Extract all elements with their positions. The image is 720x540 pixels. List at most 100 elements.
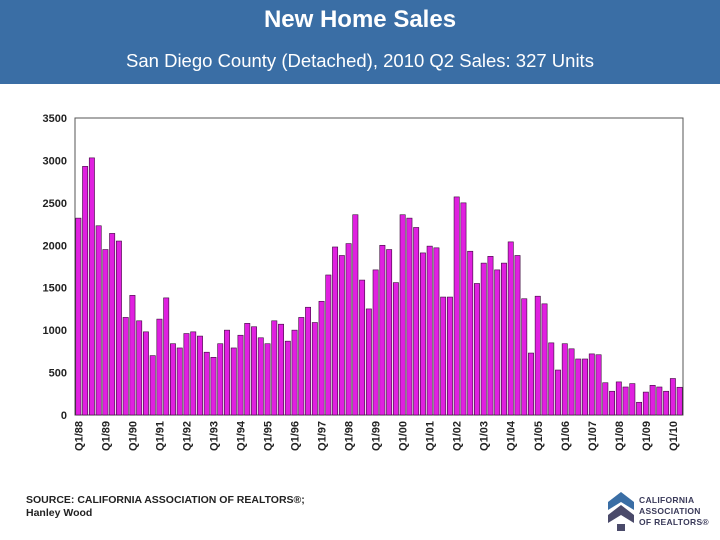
bar	[588, 353, 595, 416]
bar	[609, 390, 615, 416]
bar	[541, 303, 548, 416]
x-tick-label: Q1/03	[479, 421, 491, 451]
bar	[75, 217, 82, 416]
bar	[163, 297, 170, 416]
bar	[149, 355, 156, 416]
x-tick-label: Q1/88	[73, 421, 85, 451]
bar	[413, 227, 420, 416]
bar	[663, 390, 670, 416]
bar	[298, 317, 305, 416]
bar	[399, 214, 406, 416]
bar	[257, 337, 264, 416]
x-tick-label: Q1/05	[533, 421, 545, 451]
bar	[602, 382, 609, 416]
bar	[305, 306, 311, 416]
bar	[622, 386, 629, 416]
x-tick-label: Q1/02	[452, 421, 464, 451]
bar	[95, 225, 102, 416]
bar	[433, 247, 440, 416]
x-tick-label: Q1/01	[425, 421, 437, 451]
bar	[82, 166, 89, 416]
x-tick-label: Q1/93	[208, 421, 220, 451]
x-tick-label: Q1/08	[614, 421, 626, 451]
x-tick-label: Q1/06	[560, 421, 572, 451]
bar	[224, 329, 230, 416]
car-logo-icon	[608, 492, 634, 531]
bar	[575, 358, 582, 416]
bar	[446, 296, 453, 416]
source-line-2: Hanley Wood	[26, 507, 93, 519]
bar	[548, 342, 555, 416]
bar	[170, 343, 176, 416]
bar	[203, 351, 210, 416]
y-tick-label: 3500	[43, 113, 67, 125]
bar	[453, 196, 460, 416]
bar	[284, 340, 291, 416]
bar	[210, 356, 217, 416]
bar	[474, 283, 480, 416]
y-tick-label: 500	[49, 368, 67, 380]
logo-text: CALIFORNIA ASSOCIATION OF REALTORS®	[639, 495, 709, 527]
x-tick-label: Q1/10	[668, 421, 680, 451]
bar	[487, 256, 494, 416]
x-tick-label: Q1/98	[344, 421, 356, 451]
bar	[318, 300, 325, 416]
source-line-1: SOURCE: CALIFORNIA ASSOCIATION OF REALTO…	[26, 494, 305, 506]
bar	[115, 240, 122, 416]
bar	[636, 401, 643, 416]
x-tick-label: Q1/99	[371, 421, 383, 451]
bar	[271, 320, 278, 416]
bar	[237, 334, 244, 416]
bar	[676, 386, 683, 416]
bar	[419, 252, 426, 416]
title-banner: New Home Sales San Diego County (Detache…	[0, 0, 720, 84]
bar	[521, 298, 528, 416]
x-axis: Q1/88 Q1/89 Q1/90 Q1/91 Q1/92 Q1/93 Q1/94 Q1/95…	[73, 420, 679, 451]
x-tick-label: Q1/92	[181, 421, 193, 451]
x-tick-label: Q1/90	[127, 421, 139, 451]
bar	[338, 255, 345, 416]
bar	[669, 378, 676, 416]
bar	[386, 249, 393, 416]
bar	[332, 246, 339, 416]
bar	[480, 262, 487, 416]
bar	[244, 323, 251, 416]
y-tick-label: 0	[61, 410, 67, 422]
bar	[264, 343, 271, 416]
x-tick-label: Q1/96	[290, 421, 302, 451]
y-tick-label: 2000	[43, 240, 67, 252]
bar	[325, 274, 332, 416]
bar	[278, 323, 284, 416]
x-tick-label: Q1/97	[317, 421, 329, 451]
bar	[528, 352, 534, 416]
y-tick-label: 1500	[43, 283, 67, 295]
bar	[190, 331, 197, 416]
bar	[251, 326, 257, 416]
bar	[365, 308, 372, 416]
bar	[568, 348, 575, 416]
bar	[426, 245, 433, 416]
bar	[102, 249, 109, 416]
page-title: New Home Sales	[263, 6, 457, 33]
car-logo: CALIFORNIA ASSOCIATION OF REALTORS®	[604, 488, 716, 534]
bar	[501, 262, 507, 416]
bar	[642, 391, 649, 416]
bar	[88, 157, 95, 416]
bar	[352, 214, 359, 416]
bar	[122, 317, 129, 416]
bar	[183, 333, 190, 416]
plot-area	[74, 117, 684, 416]
bars-group	[75, 157, 683, 416]
bar	[392, 282, 399, 416]
y-axis: 0 500 1000 1500 2000 2500 3000 3500	[43, 113, 67, 422]
x-tick-label: Q1/95	[263, 421, 275, 451]
bar	[561, 343, 568, 416]
bar	[230, 347, 237, 416]
x-tick-label: Q1/94	[236, 420, 248, 451]
bar	[494, 269, 501, 416]
bar	[156, 318, 163, 416]
page-subtitle: San Diego County (Detached), 2010 Q2 Sal…	[126, 50, 594, 71]
bar	[291, 329, 298, 416]
bar	[555, 369, 561, 416]
